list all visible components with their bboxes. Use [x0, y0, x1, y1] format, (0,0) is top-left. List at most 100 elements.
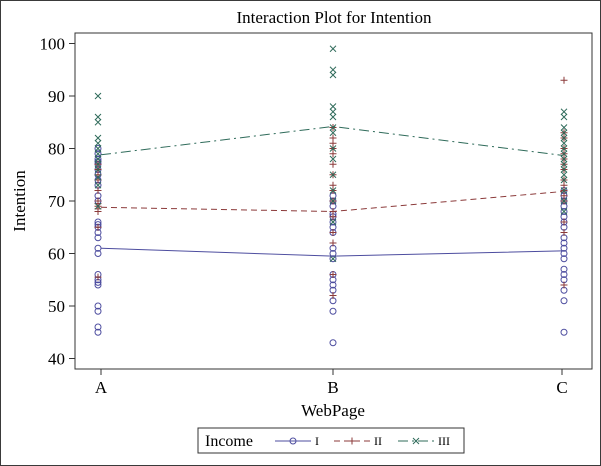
data-point-plus	[329, 292, 337, 299]
data-point-circle	[94, 150, 102, 158]
legend-marker-plus	[348, 437, 356, 445]
legend-label: II	[374, 434, 382, 448]
data-point-plus	[329, 134, 337, 142]
data-point-x	[94, 92, 102, 100]
data-point-plus	[329, 239, 337, 247]
data-point-plus	[94, 187, 102, 194]
y-axis-label: Intention	[10, 170, 29, 232]
data-point-circle	[94, 281, 102, 289]
mean-lines	[100, 125, 563, 257]
x-tick-label: B	[327, 378, 338, 397]
x-axis-label: WebPage	[301, 401, 365, 420]
data-point-x	[94, 118, 102, 126]
data-point-plus	[329, 271, 337, 278]
data-point-circle	[329, 281, 337, 289]
data-point-circle	[560, 208, 568, 215]
data-point-circle	[329, 339, 337, 347]
data-point-circle	[560, 239, 568, 247]
data-point-x	[329, 71, 337, 79]
data-point-x	[560, 124, 568, 131]
x-tick-label: C	[556, 378, 567, 397]
data-point-x	[329, 108, 337, 116]
data-point-x	[94, 174, 102, 181]
data-point-x	[560, 197, 568, 205]
x-tick-label: A	[95, 378, 108, 397]
data-point-x	[329, 103, 337, 110]
data-point-plus	[560, 76, 568, 84]
data-point-x	[560, 166, 568, 173]
mean-line-series-2	[100, 191, 563, 213]
mean-line-series-3	[100, 125, 563, 156]
data-point-x	[94, 202, 102, 210]
data-point-x	[560, 155, 568, 163]
data-point-plus	[560, 218, 568, 226]
data-point-x	[329, 113, 337, 121]
data-point-x	[329, 155, 337, 163]
data-point-x	[560, 187, 568, 194]
legend-title: Income	[205, 433, 253, 450]
data-point-x	[329, 145, 337, 152]
data-point-circle	[560, 297, 568, 305]
y-tick-label: 40	[48, 350, 65, 369]
y-tick-label: 90	[48, 87, 65, 106]
data-point-plus	[329, 229, 337, 236]
x-axis: A B C	[95, 369, 568, 397]
data-point-x	[329, 187, 337, 194]
legend-label: III	[438, 434, 450, 448]
data-point-circle	[94, 307, 102, 315]
data-point-plus	[560, 229, 568, 236]
data-point-circle	[560, 255, 568, 263]
y-axis: 40 50 60 70 80 90 100	[40, 35, 75, 369]
data-point-circle	[94, 302, 102, 310]
data-point-x	[329, 129, 337, 137]
legend-marker-circle	[289, 437, 297, 445]
data-points	[94, 45, 568, 347]
data-point-x	[94, 113, 102, 121]
data-point-x	[560, 160, 568, 168]
data-point-circle	[560, 250, 568, 257]
legend: Income I II III	[197, 427, 465, 454]
data-point-plus	[94, 197, 102, 205]
data-point-circle	[560, 244, 568, 252]
data-point-x	[94, 150, 102, 158]
data-point-plus	[329, 181, 337, 189]
y-tick-label: 60	[48, 245, 65, 264]
legend-label: I	[315, 434, 319, 448]
data-point-x	[329, 171, 337, 179]
data-point-x	[329, 66, 337, 74]
data-point-x	[329, 255, 337, 263]
data-point-x	[560, 113, 568, 121]
data-point-x	[329, 197, 337, 205]
data-point-circle	[94, 145, 102, 152]
data-point-circle	[94, 328, 102, 336]
data-point-x	[560, 108, 568, 116]
data-point-circle	[560, 271, 568, 278]
y-tick-label: 100	[40, 35, 66, 54]
chart-title: Interaction Plot for Intention	[237, 8, 432, 27]
data-point-circle	[94, 250, 102, 257]
data-point-plus	[94, 273, 102, 281]
data-point-x	[560, 150, 568, 158]
data-point-x	[560, 134, 568, 142]
data-point-x	[560, 171, 568, 179]
data-point-circle	[560, 328, 568, 336]
data-point-plus	[560, 281, 568, 289]
y-tick-label: 80	[48, 140, 65, 159]
data-point-x	[94, 181, 102, 189]
y-tick-label: 50	[48, 297, 65, 316]
data-point-x	[560, 176, 568, 184]
data-point-circle	[329, 307, 337, 315]
data-point-x	[329, 45, 337, 53]
legend-marker-x	[412, 437, 420, 445]
data-point-x	[94, 160, 102, 168]
data-point-x	[94, 139, 102, 147]
data-point-x	[94, 145, 102, 152]
data-point-plus	[329, 160, 337, 168]
data-point-x	[329, 124, 337, 131]
data-point-circle	[94, 323, 102, 331]
data-point-plus	[94, 223, 102, 231]
data-point-x	[560, 208, 568, 215]
data-point-x	[560, 139, 568, 147]
y-tick-label: 70	[48, 192, 65, 211]
